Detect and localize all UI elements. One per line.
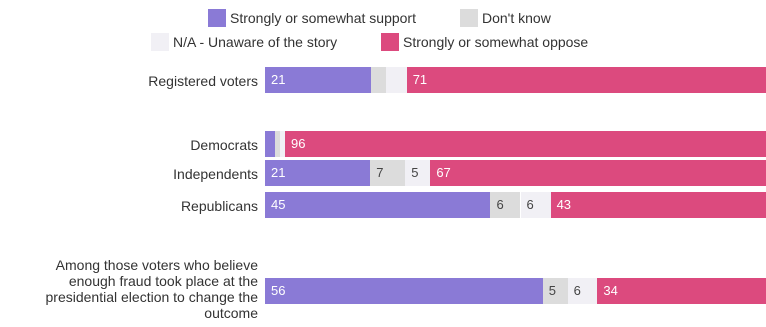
- legend-item-oppose: Strongly or somewhat oppose: [381, 31, 588, 53]
- data-label-unaware: 6: [526, 197, 534, 212]
- legend-label-unaware: N/A - Unaware of the story: [173, 34, 338, 50]
- bar-track: 45 6 6 43: [265, 192, 766, 218]
- legend-label-dont-know: Don't know: [482, 10, 551, 26]
- bar-segment-oppose: [597, 278, 766, 304]
- bar-segment-support: [265, 278, 543, 304]
- bar-segment-dont-know: [275, 131, 281, 157]
- bar-segment-dont-know: [370, 160, 406, 186]
- bar-segment-oppose: [550, 192, 766, 218]
- legend-label-support: Strongly or somewhat support: [230, 10, 416, 26]
- legend-item-dont-know: Don't know: [460, 7, 551, 29]
- bar-track: 21 71: [265, 67, 766, 93]
- row-label: Independents: [173, 166, 258, 182]
- data-label-support: 21: [271, 165, 286, 180]
- legend-item-support: Strongly or somewhat support: [208, 7, 416, 29]
- bar-segment-unaware: [520, 192, 551, 218]
- bar-segment-dont-know: [371, 67, 387, 93]
- data-label-unaware: 5: [411, 165, 419, 180]
- legend-swatch-unaware: [151, 33, 169, 51]
- bar-segment-oppose: [430, 160, 766, 186]
- data-label-oppose: 67: [436, 165, 451, 180]
- legend-row-2: N/A - Unaware of the story Strongly or s…: [0, 31, 766, 53]
- bar-segment-oppose: [285, 131, 766, 157]
- data-label-oppose: 71: [412, 72, 428, 87]
- row-label: Republicans: [180, 198, 258, 214]
- bar-segment-support: [265, 67, 372, 93]
- data-label-dont-know: 6: [496, 197, 504, 212]
- data-label-oppose: 43: [556, 197, 572, 212]
- data-label-oppose: 34: [603, 283, 618, 298]
- legend-label-oppose: Strongly or somewhat oppose: [403, 34, 589, 50]
- legend-swatch-oppose: [381, 33, 399, 51]
- bar-segment-dont-know: [542, 278, 568, 304]
- row-label: Democrats: [190, 137, 258, 153]
- bar-segment-unaware: [567, 278, 598, 304]
- bar-segment-unaware: [405, 160, 431, 186]
- data-label-dont-know: 5: [548, 283, 557, 298]
- bar-segment-unaware: [386, 67, 407, 93]
- bar-track: 56 5 6 34: [265, 278, 766, 304]
- bar-track: 21 7 5 67: [265, 160, 766, 186]
- data-label-support: 56: [271, 283, 286, 298]
- bar-segment-support: [265, 192, 491, 218]
- bar-segment-dont-know: [490, 192, 521, 218]
- data-label-support: 45: [271, 197, 286, 212]
- row-label: Registered voters: [148, 73, 258, 89]
- data-label-dont-know: 7: [376, 165, 384, 180]
- bar-segment-oppose: [406, 67, 766, 93]
- legend-item-unaware: N/A - Unaware of the story: [151, 31, 337, 53]
- bar-segment-support: [265, 131, 276, 157]
- data-label-oppose: 96: [291, 136, 306, 151]
- legend-swatch-support: [208, 9, 226, 27]
- legend-swatch-dont-know: [460, 9, 478, 27]
- legend-row-1: Strongly or somewhat support Don't know: [0, 7, 766, 29]
- data-label-support: 21: [271, 72, 286, 87]
- row-label: Among those voters who believe enough fr…: [45, 257, 258, 321]
- bar-segment-support: [265, 160, 371, 186]
- data-label-unaware: 6: [573, 283, 581, 298]
- bar-segment-unaware: [280, 131, 286, 157]
- bar-track: 96: [265, 131, 766, 157]
